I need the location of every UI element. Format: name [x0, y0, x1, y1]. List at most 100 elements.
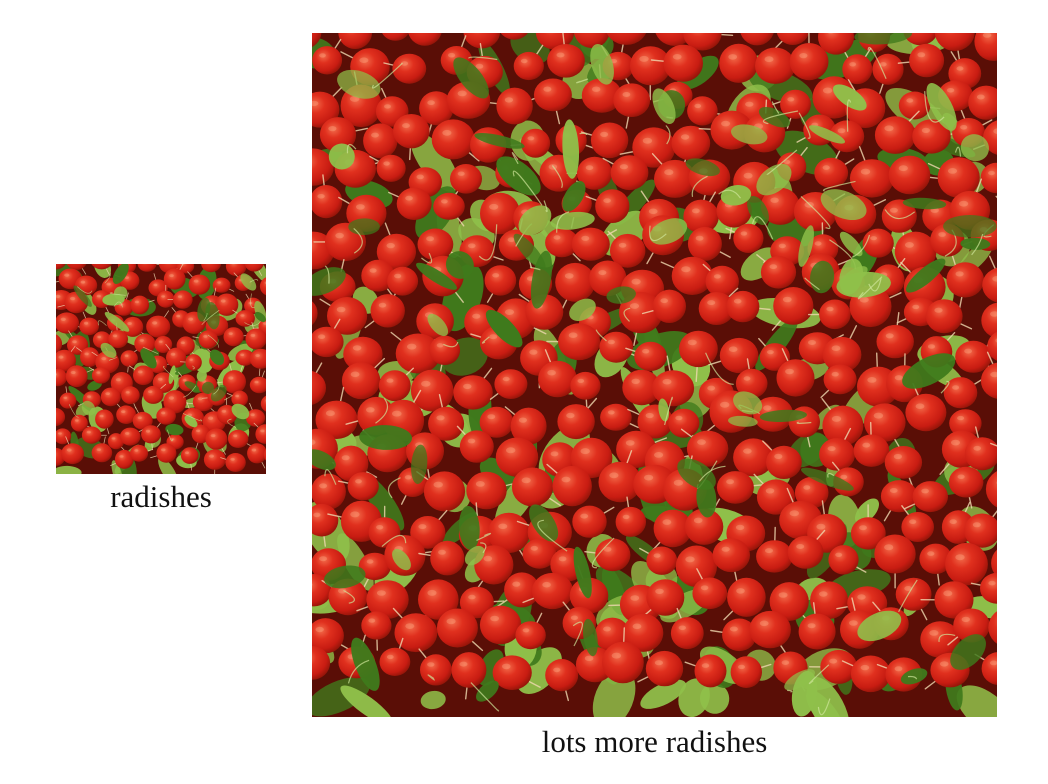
radish-shape: [312, 362, 326, 405]
radish-shape: [212, 277, 235, 293]
leaf-shape: [312, 449, 336, 471]
leaf-shape: [312, 677, 370, 717]
leaf-shape: [196, 369, 207, 382]
leaf-shape: [857, 610, 902, 642]
radish-shape: [203, 449, 226, 474]
radish-shape: [341, 357, 386, 400]
radish-shape: [489, 369, 528, 400]
radish-shape: [100, 387, 123, 410]
radish-shape: [698, 287, 739, 325]
leaf-shape: [197, 297, 211, 322]
leaf-shape: [240, 273, 257, 291]
radish-shape: [538, 349, 577, 398]
radish-shape: [980, 351, 997, 399]
radish-shape: [771, 287, 814, 331]
radish-shape: [88, 366, 111, 384]
radish-shape: [619, 127, 676, 168]
leaf-shape: [800, 467, 854, 491]
leaf-shape: [950, 634, 986, 670]
radish-shape: [570, 437, 615, 485]
leaf-shape: [458, 505, 480, 550]
radish-shape: [874, 534, 916, 589]
radish-shape: [730, 656, 772, 688]
radish-shape: [725, 223, 764, 253]
radish-shape: [822, 325, 862, 373]
leaf-shape: [476, 680, 499, 702]
radish-shape: [982, 255, 997, 303]
radish-shape: [81, 426, 107, 444]
leaf-shape: [100, 342, 117, 358]
radish-shape: [312, 318, 344, 358]
leaf-shape: [592, 668, 636, 717]
leaf-shape: [902, 197, 947, 210]
radishes-sample-texture: [56, 264, 266, 474]
radish-shape: [143, 383, 167, 404]
leaf-shape: [184, 381, 200, 392]
radish-shape: [774, 33, 809, 50]
leaf-shape: [573, 546, 592, 599]
radish-shape: [130, 295, 155, 315]
radish-shape: [853, 421, 890, 467]
radish-shape: [513, 44, 544, 81]
radish-shape: [651, 153, 697, 198]
radish-shape: [205, 428, 228, 455]
leaf-shape: [905, 258, 946, 293]
radish-shape: [968, 85, 997, 120]
leaf-shape: [854, 33, 913, 45]
radish-shape: [798, 602, 836, 650]
radish-shape: [232, 309, 255, 327]
radish-shape: [418, 648, 452, 686]
radish-shape: [716, 471, 765, 504]
radish-shape: [312, 174, 343, 219]
leaf-shape: [747, 195, 769, 226]
leaf-shape: [943, 215, 997, 238]
radish-shape: [671, 125, 711, 173]
leaf-shape: [798, 225, 814, 267]
leaf-shape: [832, 84, 867, 111]
radish-shape: [888, 155, 944, 195]
leaf-shape: [730, 124, 768, 145]
radish-shape: [919, 543, 952, 586]
radish-shape: [129, 365, 154, 386]
leaf-shape: [582, 618, 598, 657]
radish-shape: [333, 445, 378, 482]
leaf-shape: [759, 409, 807, 423]
radish-shape: [980, 162, 997, 194]
radish-shape: [819, 427, 856, 471]
leaf-shape: [111, 460, 123, 474]
radish-shape: [312, 503, 339, 547]
radish-shape: [570, 371, 601, 411]
radish-shape: [244, 264, 264, 276]
radish-shape: [431, 119, 480, 162]
leaf-shape: [649, 218, 688, 245]
radish-shape: [723, 577, 766, 621]
radish-shape: [641, 289, 686, 323]
radish-shape: [687, 226, 731, 261]
radish-shape: [496, 87, 544, 125]
radish-shape: [602, 155, 649, 191]
radish-shape: [312, 38, 343, 75]
radish-shape: [904, 481, 948, 513]
radish-shape: [964, 426, 997, 471]
leaf-shape: [427, 313, 449, 337]
radish-shape: [925, 299, 973, 334]
radish-shape: [901, 505, 934, 542]
radish-shape: [946, 262, 984, 311]
radish-shape: [895, 577, 932, 621]
leaf-shape: [810, 260, 835, 294]
leaf-shape: [839, 258, 864, 295]
radish-shape: [504, 406, 547, 445]
leaf-shape: [324, 565, 366, 589]
radish-shape: [222, 363, 246, 394]
leaf-shape: [453, 57, 489, 99]
radish-shape: [987, 331, 997, 361]
radish-shape: [108, 322, 128, 349]
radish-shape: [814, 157, 855, 188]
radish-shape: [821, 398, 864, 446]
radish-shape: [150, 443, 177, 463]
radish-shape: [841, 655, 891, 693]
radish-shape: [515, 612, 546, 650]
leaf-shape: [312, 267, 346, 296]
leaf-shape: [340, 685, 393, 717]
lots-more-radishes-texture: [312, 33, 997, 717]
